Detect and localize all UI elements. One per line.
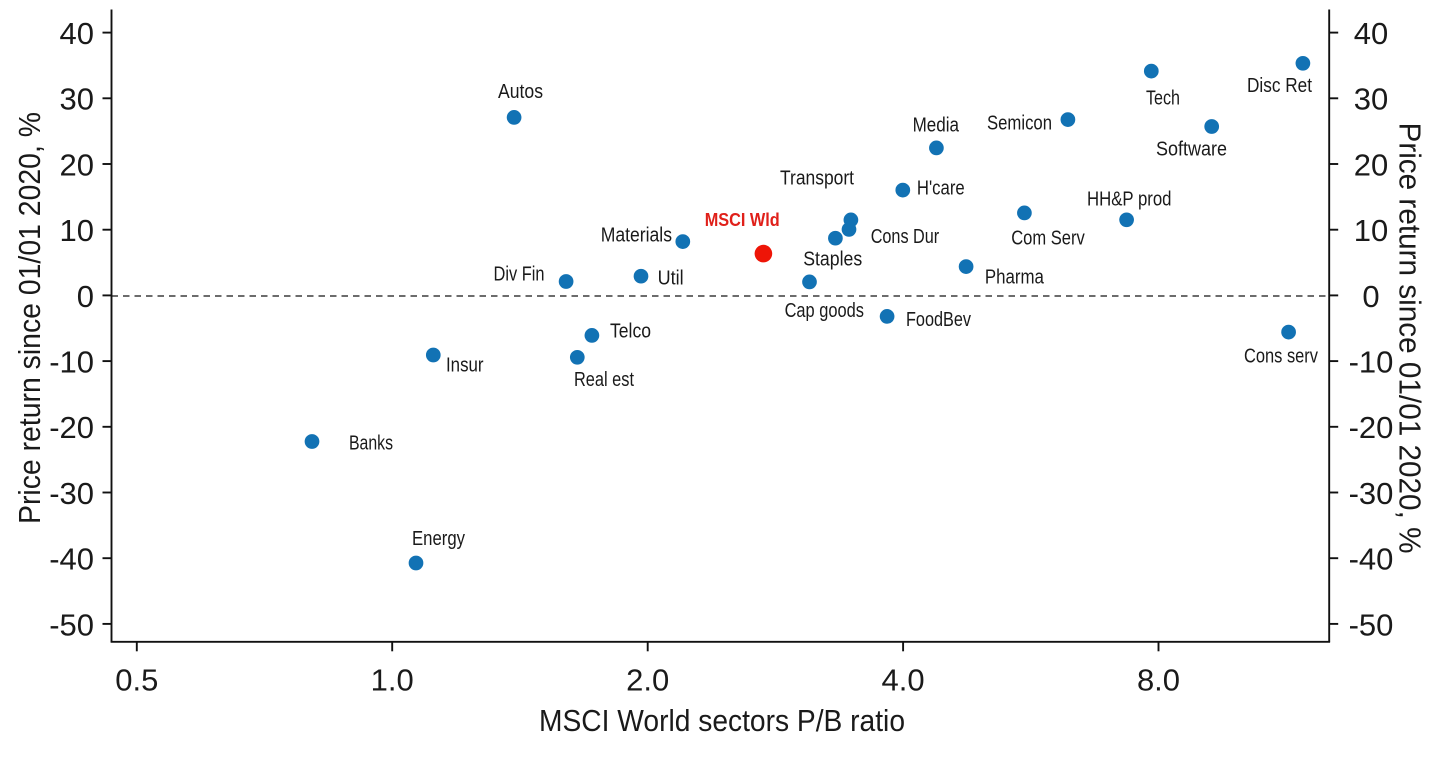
svg-text:Pharma: Pharma: [985, 266, 1045, 288]
svg-text:30: 30: [1354, 82, 1388, 117]
svg-text:0: 0: [1362, 279, 1379, 314]
svg-text:Telco: Telco: [610, 321, 651, 343]
svg-text:Com Serv: Com Serv: [1011, 227, 1085, 249]
svg-text:Semicon: Semicon: [987, 113, 1052, 135]
svg-text:-20: -20: [1349, 410, 1394, 445]
svg-text:Disc Ret: Disc Ret: [1247, 75, 1312, 97]
svg-text:30: 30: [60, 82, 94, 117]
svg-text:-30: -30: [49, 476, 94, 511]
svg-text:20: 20: [60, 147, 94, 182]
svg-text:Price return since 01/01 2020,: Price return since 01/01 2020, %: [1393, 123, 1428, 554]
svg-text:4.0: 4.0: [882, 662, 925, 697]
svg-text:Transport: Transport: [780, 168, 854, 190]
svg-text:-30: -30: [1349, 476, 1394, 511]
svg-text:Staples: Staples: [803, 248, 862, 270]
svg-text:0: 0: [77, 279, 94, 314]
svg-text:H'care: H'care: [917, 178, 965, 200]
svg-text:-10: -10: [1349, 345, 1394, 380]
svg-text:Tech: Tech: [1146, 88, 1180, 110]
svg-text:20: 20: [1354, 147, 1388, 182]
svg-text:0.5: 0.5: [115, 662, 158, 697]
svg-text:MSCI World sectors P/B ratio: MSCI World sectors P/B ratio: [539, 703, 905, 738]
svg-text:Util: Util: [658, 267, 684, 289]
svg-text:-40: -40: [1349, 542, 1394, 577]
svg-text:-50: -50: [49, 607, 94, 642]
svg-text:-10: -10: [49, 345, 94, 380]
svg-text:HH&P prod: HH&P prod: [1087, 189, 1172, 211]
svg-text:Software: Software: [1156, 139, 1227, 161]
svg-text:Cap goods: Cap goods: [785, 300, 864, 322]
svg-text:Energy: Energy: [412, 528, 465, 550]
svg-text:1.0: 1.0: [371, 662, 414, 697]
svg-text:Real est: Real est: [574, 369, 634, 391]
svg-text:2.0: 2.0: [626, 662, 669, 697]
svg-text:Autos: Autos: [498, 81, 543, 103]
svg-text:Div Fin: Div Fin: [494, 263, 545, 285]
svg-text:Insur: Insur: [446, 355, 484, 377]
svg-text:MSCI Wld: MSCI Wld: [705, 209, 780, 230]
svg-text:10: 10: [1354, 213, 1388, 248]
svg-text:-40: -40: [49, 542, 94, 577]
svg-text:FoodBev: FoodBev: [906, 309, 971, 331]
svg-text:-50: -50: [1349, 607, 1394, 642]
svg-text:Materials: Materials: [601, 225, 672, 247]
svg-text:10: 10: [60, 213, 94, 248]
svg-text:40: 40: [1354, 16, 1388, 51]
svg-text:-20: -20: [49, 410, 94, 445]
svg-text:Cons serv: Cons serv: [1244, 346, 1318, 368]
svg-text:40: 40: [60, 16, 94, 51]
svg-text:Price return since 01/01 2020,: Price return since 01/01 2020, %: [12, 112, 47, 524]
svg-text:Media: Media: [913, 114, 960, 136]
svg-text:Cons Dur: Cons Dur: [871, 226, 940, 248]
svg-text:8.0: 8.0: [1137, 662, 1180, 697]
svg-text:Banks: Banks: [349, 433, 393, 455]
